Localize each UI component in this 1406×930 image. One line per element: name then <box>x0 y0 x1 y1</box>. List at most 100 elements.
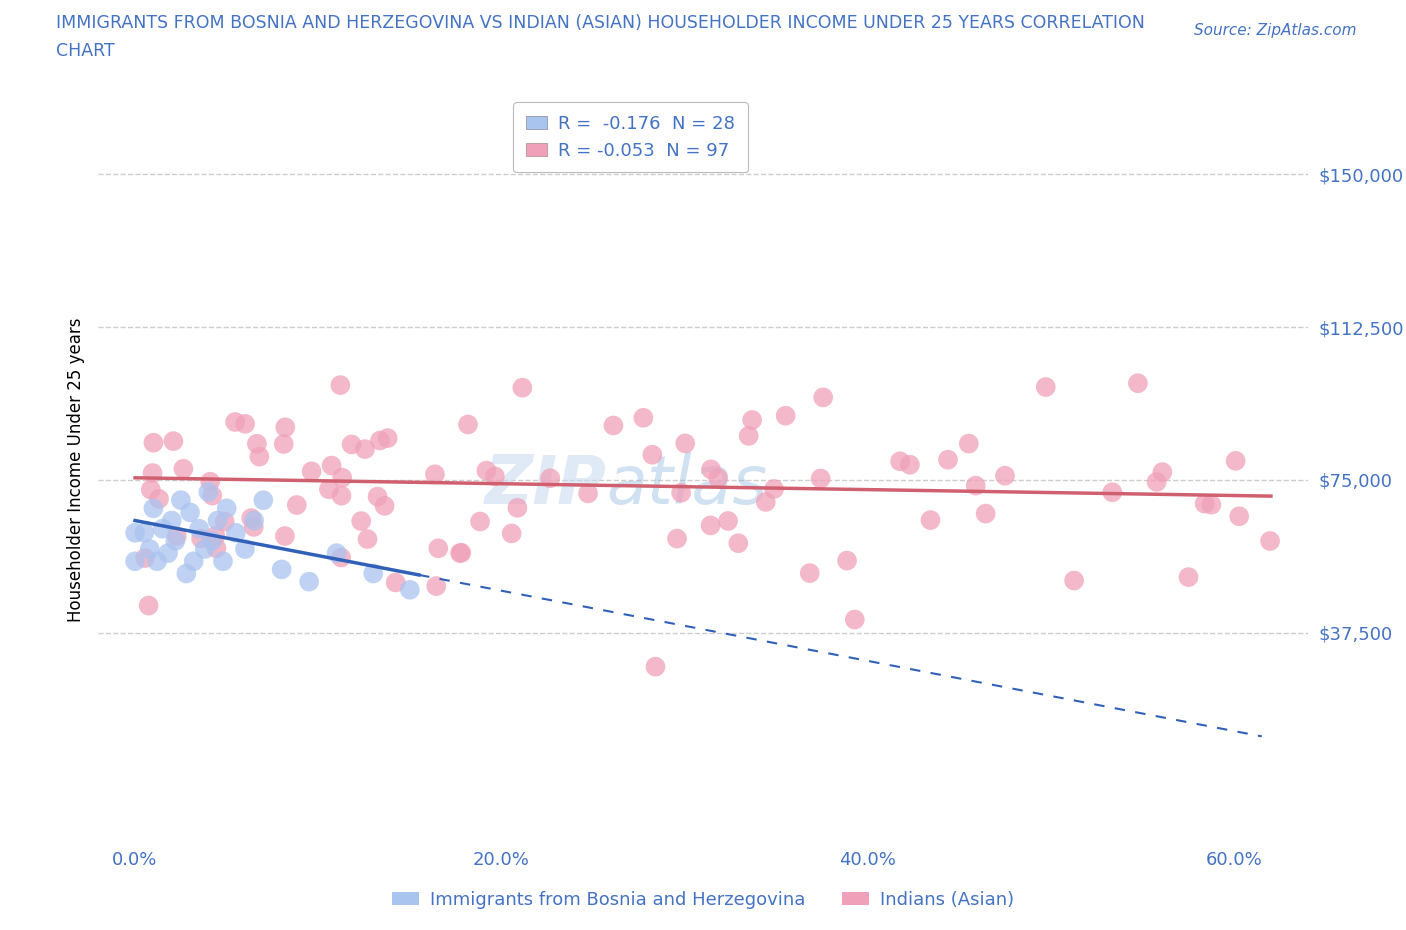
Point <box>1126 376 1149 391</box>
Point <box>350 513 373 528</box>
Point <box>468 514 491 529</box>
Point <box>321 458 343 473</box>
Point <box>666 531 689 546</box>
Point <box>717 513 740 528</box>
Point <box>330 551 353 565</box>
Point <box>368 433 391 448</box>
Point <box>367 489 389 504</box>
Point <box>1201 498 1223 512</box>
Point <box>700 462 723 477</box>
Point <box>450 545 472 560</box>
Point <box>799 565 821 580</box>
Point <box>274 419 297 434</box>
Point <box>602 418 624 433</box>
Point <box>775 408 797 423</box>
Point <box>644 659 666 674</box>
Point <box>425 578 447 593</box>
Point <box>212 554 235 569</box>
Point <box>134 551 156 565</box>
Point <box>1063 573 1085 588</box>
Point <box>194 541 217 556</box>
Point <box>633 410 655 425</box>
Point <box>138 598 160 613</box>
Point <box>974 506 997 521</box>
Point <box>252 493 274 508</box>
Point <box>201 488 224 503</box>
Point <box>205 541 228 556</box>
Point <box>741 413 763 428</box>
Point <box>475 463 498 478</box>
Point <box>190 531 212 546</box>
Point <box>246 436 269 451</box>
Point <box>1146 474 1168 489</box>
Point <box>134 525 156 540</box>
Point <box>124 525 146 540</box>
Point <box>318 482 340 497</box>
Point <box>1101 485 1123 499</box>
Point <box>138 541 160 556</box>
Point <box>224 415 246 430</box>
Point <box>377 431 399 445</box>
Point <box>356 532 378 547</box>
Point <box>361 566 384 581</box>
Point <box>811 390 834 405</box>
Point <box>763 482 786 497</box>
Point <box>707 471 730 485</box>
Point <box>285 498 308 512</box>
Point <box>810 472 832 486</box>
Point <box>340 437 363 452</box>
Point <box>538 471 561 485</box>
Text: IMMIGRANTS FROM BOSNIA AND HERZEGOVINA VS INDIAN (ASIAN) HOUSEHOLDER INCOME UNDE: IMMIGRANTS FROM BOSNIA AND HERZEGOVINA V… <box>56 14 1144 32</box>
Point <box>330 471 353 485</box>
Point <box>506 500 529 515</box>
Legend: R =  -0.176  N = 28, R = -0.053  N = 97: R = -0.176 N = 28, R = -0.053 N = 97 <box>513 102 748 172</box>
Point <box>273 436 295 451</box>
Point <box>139 483 162 498</box>
Point <box>172 461 194 476</box>
Point <box>641 447 664 462</box>
Point <box>374 498 396 513</box>
Point <box>1258 534 1281 549</box>
Point <box>699 518 721 533</box>
Point <box>484 469 506 484</box>
Point <box>160 513 183 528</box>
Point <box>1177 570 1199 585</box>
Point <box>146 554 169 569</box>
Point <box>965 478 987 493</box>
Point <box>179 505 201 520</box>
Point <box>142 501 165 516</box>
Point <box>1227 509 1250 524</box>
Point <box>198 474 221 489</box>
Point <box>157 546 180 561</box>
Point <box>1035 379 1057 394</box>
Text: atlas: atlas <box>606 452 768 518</box>
Point <box>170 493 193 508</box>
Point <box>330 488 353 503</box>
Point <box>835 553 858 568</box>
Point <box>354 442 377 457</box>
Point <box>183 554 205 569</box>
Point <box>957 436 980 451</box>
Point <box>197 485 219 499</box>
Point <box>243 513 266 528</box>
Point <box>427 541 450 556</box>
Point <box>920 512 942 527</box>
Point <box>325 546 347 561</box>
Point <box>576 485 599 500</box>
Point <box>188 521 211 536</box>
Point <box>898 458 921 472</box>
Point <box>162 433 184 448</box>
Legend: Immigrants from Bosnia and Herzegovina, Indians (Asian): Immigrants from Bosnia and Herzegovina, … <box>385 884 1021 916</box>
Point <box>298 574 321 589</box>
Point <box>148 491 170 506</box>
Point <box>247 449 270 464</box>
Point <box>329 378 352 392</box>
Point <box>727 536 749 551</box>
Point <box>274 528 297 543</box>
Point <box>994 469 1017 484</box>
Point <box>1225 454 1247 469</box>
Point <box>176 566 198 581</box>
Point <box>233 541 256 556</box>
Point <box>1152 465 1174 480</box>
Point <box>673 436 696 451</box>
